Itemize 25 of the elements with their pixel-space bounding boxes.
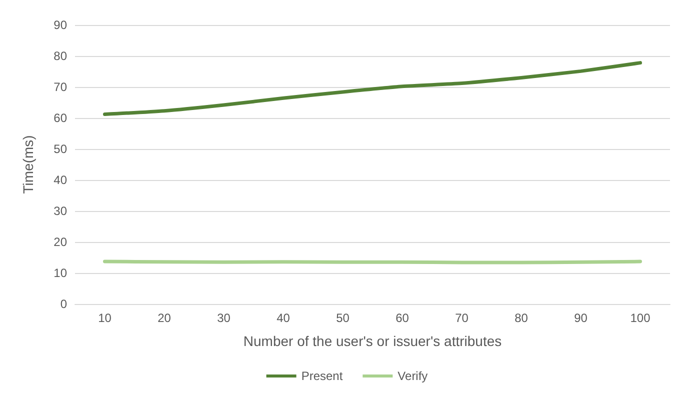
x-tick-label: 20 xyxy=(158,311,172,325)
y-tick-label: 70 xyxy=(54,80,68,94)
x-tick-label: 10 xyxy=(98,311,112,325)
x-tick-label: 50 xyxy=(336,311,350,325)
y-tick-label: 10 xyxy=(54,266,68,280)
y-tick-label: 30 xyxy=(54,204,68,218)
x-tick-label: 30 xyxy=(217,311,231,325)
x-tick-label: 90 xyxy=(574,311,588,325)
legend-label: Present xyxy=(301,369,344,383)
y-tick-label: 80 xyxy=(54,49,68,63)
x-tick-label: 40 xyxy=(276,311,290,325)
y-tick-label: 60 xyxy=(54,111,68,125)
x-tick-label: 80 xyxy=(514,311,528,325)
x-tick-label: 100 xyxy=(630,311,651,325)
y-tick-label: 50 xyxy=(54,142,68,156)
y-tick-label: 90 xyxy=(54,18,68,32)
y-axis-title: Time(ms) xyxy=(20,135,36,194)
x-tick-label: 70 xyxy=(455,311,469,325)
y-tick-label: 0 xyxy=(60,297,68,311)
x-tick-label: 60 xyxy=(396,311,410,325)
y-tick-label: 20 xyxy=(54,235,68,249)
line-series xyxy=(103,61,642,116)
x-axis-title: Number of the user's or issuer's attributes xyxy=(243,333,502,349)
legend-label: Verify xyxy=(398,369,428,383)
y-tick-label: 40 xyxy=(54,173,68,187)
